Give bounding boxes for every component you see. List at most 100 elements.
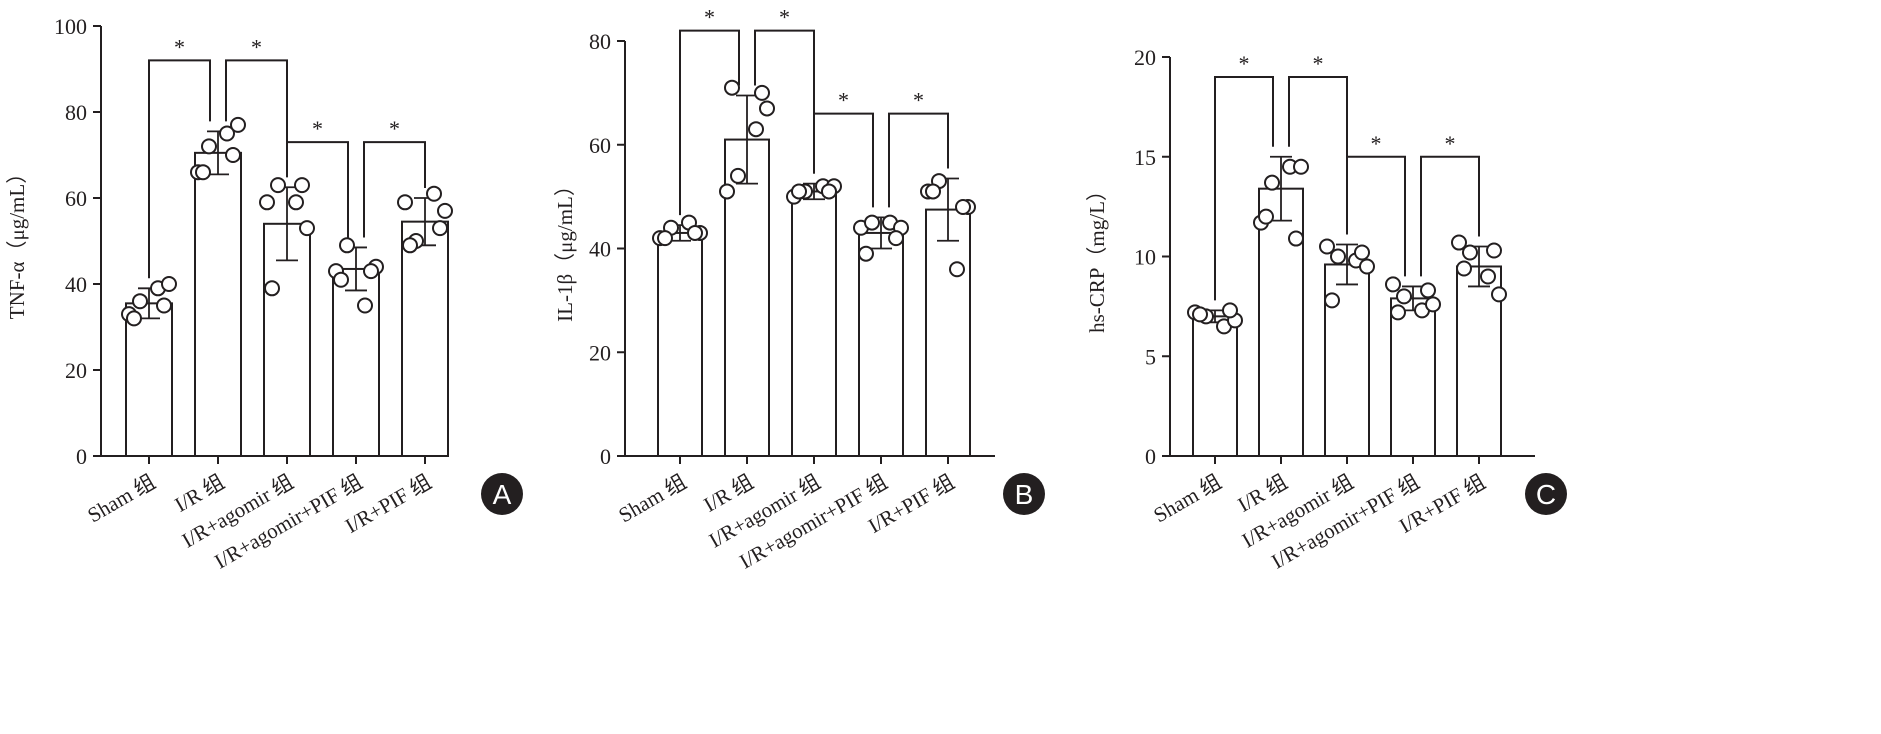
y-tick-label: 100 (54, 14, 87, 39)
data-point (864, 214, 880, 231)
data-point (719, 183, 735, 200)
significance-bracket (1420, 155, 1480, 277)
y-tick-label: 0 (76, 444, 87, 469)
data-point (1264, 174, 1280, 191)
significance-star: * (389, 116, 400, 141)
y-tick-label: 40 (589, 237, 611, 262)
data-point (357, 297, 373, 314)
significance-bracket (754, 29, 815, 174)
data-point (363, 263, 379, 280)
data-point (791, 183, 807, 200)
y-tick-label: 80 (65, 100, 87, 125)
bar-2 (791, 190, 837, 457)
data-point (219, 125, 235, 142)
bar-0 (1192, 315, 1238, 457)
significance-bracket (286, 141, 349, 238)
significance-bracket (1288, 75, 1348, 235)
y-tick-label: 0 (600, 444, 611, 469)
significance-star: * (1445, 131, 1456, 156)
data-point (339, 237, 355, 254)
significance-bracket (148, 59, 211, 279)
data-point (949, 261, 965, 278)
data-point (161, 276, 177, 292)
significance-bracket (1346, 155, 1406, 277)
data-point (288, 194, 304, 211)
data-point (1456, 260, 1472, 277)
data-point (432, 220, 448, 237)
data-point (333, 271, 349, 288)
data-point (402, 237, 418, 254)
data-point (270, 177, 286, 194)
significance-star: * (312, 116, 323, 141)
significance-star: * (913, 88, 924, 113)
data-point (1491, 286, 1507, 303)
y-tick-label: 20 (65, 358, 87, 383)
panel-letter-badge (1525, 473, 1567, 515)
significance-star: * (838, 88, 849, 113)
bar-0 (125, 302, 173, 457)
data-point (1192, 306, 1208, 323)
bar-3 (1390, 297, 1436, 457)
significance-bracket (363, 141, 426, 238)
significance-star: * (1313, 51, 1324, 76)
y-axis-label: hs-CRP（mg/L） (1085, 180, 1109, 333)
data-point (955, 199, 971, 215)
y-tick-label: 0 (1145, 444, 1156, 469)
data-point (264, 280, 280, 297)
data-point (1451, 234, 1467, 251)
significance-star: * (1371, 131, 1382, 156)
data-point (201, 138, 217, 155)
significance-star: * (704, 5, 715, 30)
significance-bracket (888, 112, 949, 208)
y-tick-label: 20 (589, 340, 611, 365)
data-point (1288, 230, 1304, 247)
panel-letter: C (1536, 479, 1556, 510)
data-point (1324, 292, 1340, 309)
data-point (748, 121, 764, 138)
significance-star: * (1239, 51, 1250, 76)
data-point (1480, 268, 1496, 285)
data-point (858, 245, 874, 262)
significance-star: * (779, 5, 790, 30)
data-point (1462, 244, 1478, 261)
data-point (294, 177, 310, 194)
panel-letter: A (493, 479, 512, 510)
significance-star: * (251, 34, 262, 59)
y-tick-label: 10 (1134, 245, 1156, 270)
data-point (657, 230, 673, 247)
data-point (1293, 158, 1309, 175)
data-point (397, 194, 413, 211)
data-point (156, 297, 172, 314)
data-point (687, 224, 703, 241)
y-axis-label: TNF-α（μg/mL） (5, 163, 29, 319)
significance-bracket (225, 59, 288, 178)
data-point (1425, 296, 1441, 313)
data-point (754, 84, 770, 101)
data-point (1359, 258, 1375, 275)
data-point (1354, 244, 1370, 261)
bar-3 (332, 267, 380, 458)
data-point (1258, 208, 1274, 225)
y-tick-label: 80 (589, 29, 611, 54)
data-point (1222, 302, 1238, 319)
bar-3 (858, 231, 904, 457)
data-point (126, 310, 142, 327)
y-tick-label: 20 (1134, 45, 1156, 70)
data-point (299, 220, 315, 237)
data-point (426, 185, 442, 202)
data-point (195, 164, 211, 181)
category-label: Sham 组 (614, 470, 690, 528)
significance-star: * (174, 34, 185, 59)
y-tick-label: 60 (65, 186, 87, 211)
panel-letter: B (1015, 479, 1034, 510)
data-point (1330, 248, 1346, 265)
data-point (730, 167, 746, 184)
y-tick-label: 60 (589, 133, 611, 158)
data-point (1486, 242, 1502, 259)
significance-bracket (679, 29, 740, 216)
data-point (759, 100, 775, 117)
data-point (225, 147, 241, 163)
